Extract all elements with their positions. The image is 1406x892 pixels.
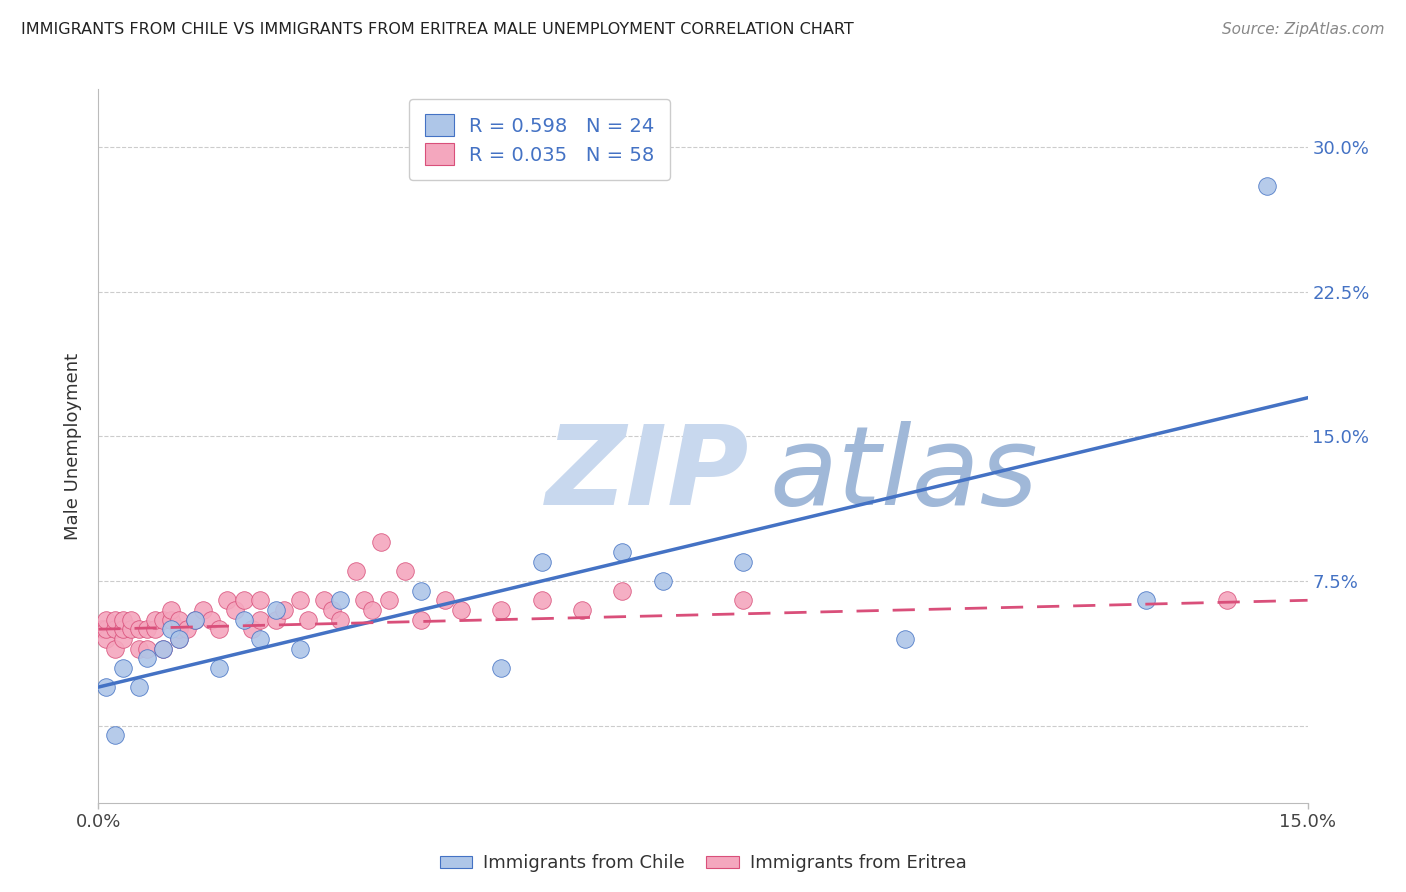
Point	[394, 565, 416, 579]
Point	[249, 632, 271, 646]
Point	[249, 613, 271, 627]
Point	[143, 622, 166, 636]
Point	[135, 651, 157, 665]
Point	[135, 622, 157, 636]
Point	[135, 641, 157, 656]
Point	[152, 641, 174, 656]
Point	[96, 613, 118, 627]
Point	[264, 613, 287, 627]
Point	[329, 593, 352, 607]
Point	[193, 603, 215, 617]
Point	[491, 603, 513, 617]
Point	[450, 603, 472, 617]
Point	[103, 613, 125, 627]
Point	[264, 603, 287, 617]
Point	[409, 613, 432, 627]
Point	[128, 680, 150, 694]
Point	[160, 603, 183, 617]
Point	[288, 593, 311, 607]
Point	[208, 622, 231, 636]
Point	[733, 555, 755, 569]
Point	[200, 613, 222, 627]
Point	[232, 613, 254, 627]
Point	[297, 613, 319, 627]
Point	[361, 603, 384, 617]
Point	[111, 632, 134, 646]
Point	[651, 574, 673, 588]
Point	[96, 622, 118, 636]
Point	[176, 622, 198, 636]
Point	[167, 632, 190, 646]
Point	[530, 555, 553, 569]
Point	[111, 661, 134, 675]
Point	[184, 613, 207, 627]
Text: ZIP: ZIP	[546, 421, 749, 528]
Point	[103, 622, 125, 636]
Point	[152, 641, 174, 656]
Point	[733, 593, 755, 607]
Point	[353, 593, 375, 607]
Point	[184, 613, 207, 627]
Point	[91, 622, 114, 636]
Point	[491, 661, 513, 675]
Text: Source: ZipAtlas.com: Source: ZipAtlas.com	[1222, 22, 1385, 37]
Point	[612, 545, 634, 559]
Point	[167, 622, 190, 636]
Point	[1135, 593, 1157, 607]
Legend: Immigrants from Chile, Immigrants from Eritrea: Immigrants from Chile, Immigrants from E…	[433, 847, 973, 880]
Point	[103, 728, 125, 742]
Point	[249, 593, 271, 607]
Point	[434, 593, 457, 607]
Point	[224, 603, 246, 617]
Point	[329, 613, 352, 627]
Point	[160, 622, 183, 636]
Point	[208, 661, 231, 675]
Point	[167, 632, 190, 646]
Y-axis label: Male Unemployment: Male Unemployment	[65, 352, 83, 540]
Text: IMMIGRANTS FROM CHILE VS IMMIGRANTS FROM ERITREA MALE UNEMPLOYMENT CORRELATION C: IMMIGRANTS FROM CHILE VS IMMIGRANTS FROM…	[21, 22, 853, 37]
Point	[1256, 178, 1278, 193]
Point	[409, 583, 432, 598]
Point	[120, 613, 142, 627]
Point	[111, 613, 134, 627]
Point	[1216, 593, 1239, 607]
Point	[530, 593, 553, 607]
Point	[103, 641, 125, 656]
Point	[160, 613, 183, 627]
Point	[143, 613, 166, 627]
Point	[273, 603, 295, 617]
Point	[240, 622, 263, 636]
Point	[232, 593, 254, 607]
Point	[96, 632, 118, 646]
Point	[128, 641, 150, 656]
Point	[612, 583, 634, 598]
Point	[370, 535, 392, 549]
Point	[120, 622, 142, 636]
Point	[344, 565, 367, 579]
Point	[217, 593, 239, 607]
Text: atlas: atlas	[769, 421, 1038, 528]
Point	[167, 613, 190, 627]
Point	[571, 603, 593, 617]
Point	[288, 641, 311, 656]
Point	[377, 593, 399, 607]
Point	[128, 622, 150, 636]
Point	[893, 632, 915, 646]
Point	[111, 622, 134, 636]
Point	[314, 593, 336, 607]
Point	[96, 680, 118, 694]
Point	[321, 603, 343, 617]
Point	[152, 613, 174, 627]
